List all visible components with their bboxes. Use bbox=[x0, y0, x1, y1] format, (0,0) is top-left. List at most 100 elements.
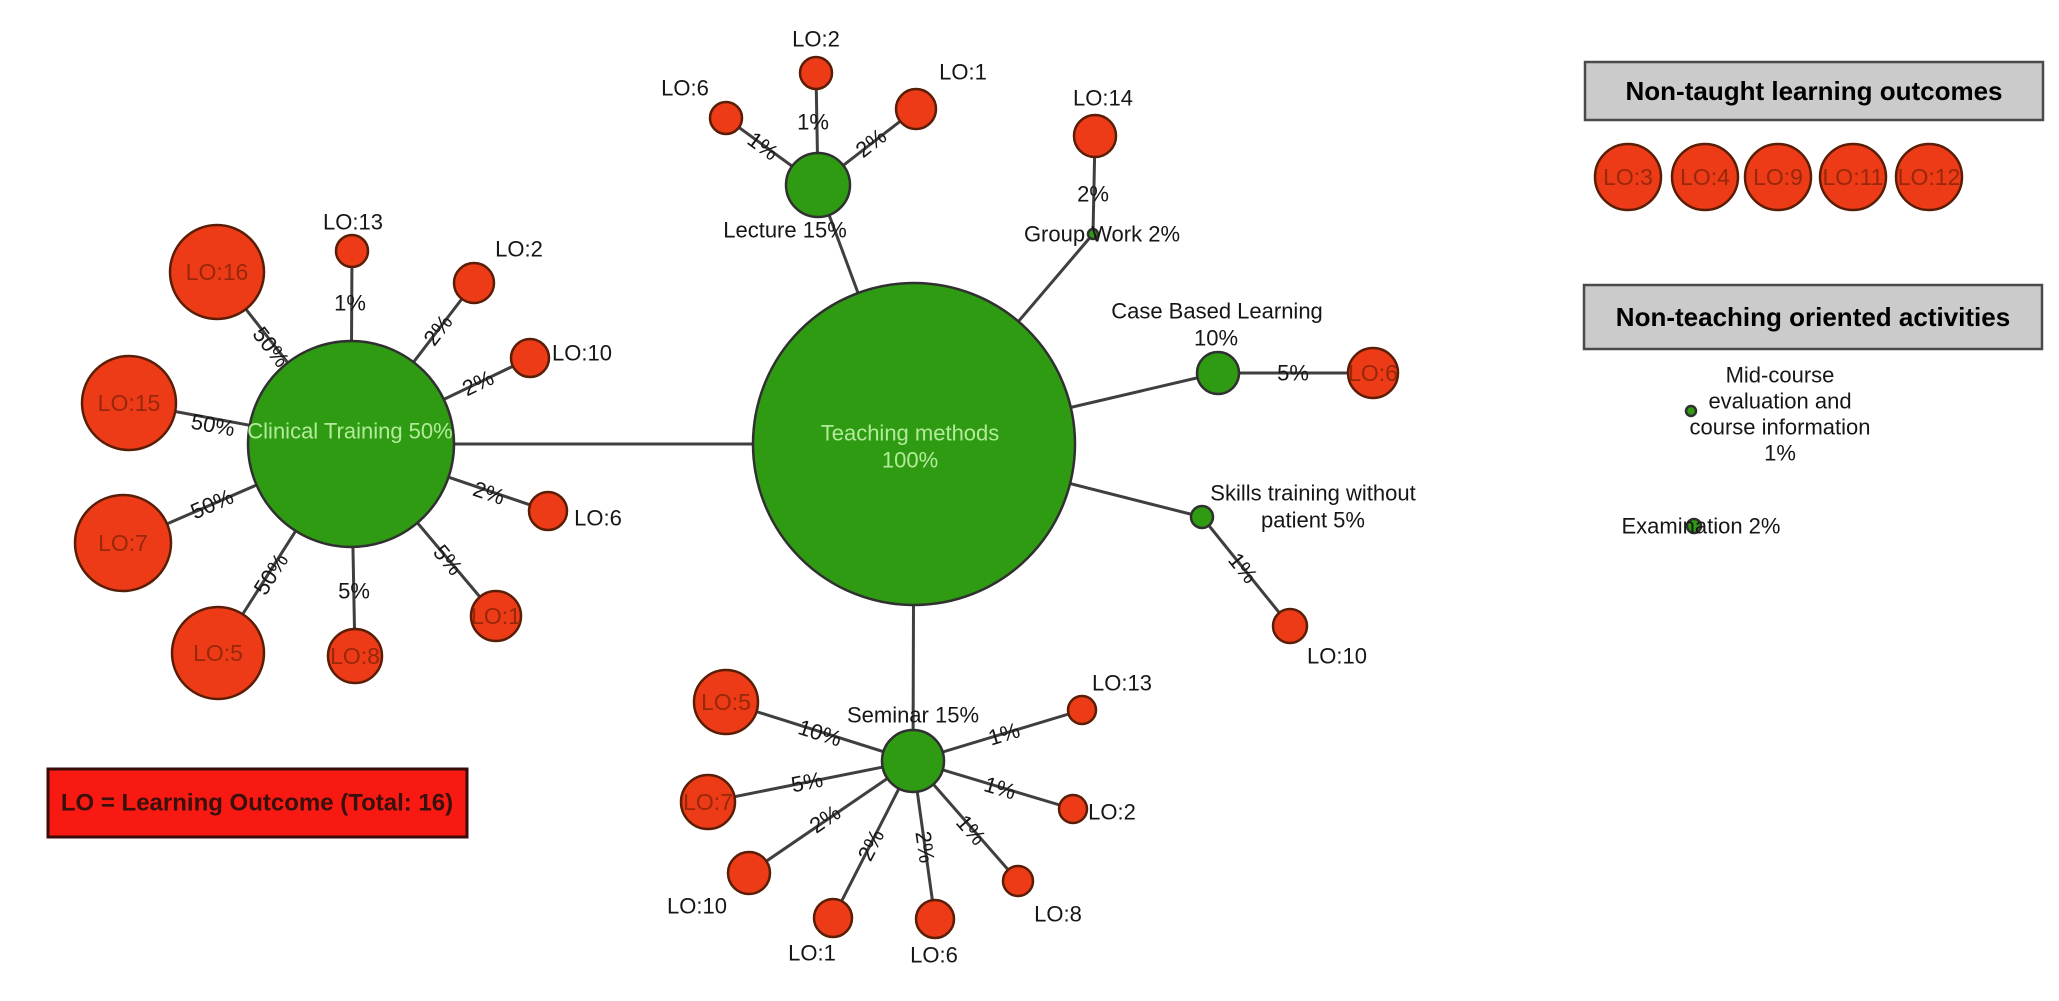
edge-percent-label: 5% bbox=[1277, 361, 1309, 386]
edge-line-11 bbox=[1200, 516, 1292, 627]
outcome-node-clinical-lo2 bbox=[452, 261, 496, 305]
method-label-teaching-methods: 100% bbox=[882, 448, 938, 473]
method-node-group-work bbox=[1086, 227, 1100, 241]
outcome-label-clinical-lo10: LO:10 bbox=[552, 341, 612, 366]
outcome-node-clinical-lo16 bbox=[168, 223, 266, 321]
method-label-case-based-learning: 10% bbox=[1194, 326, 1238, 351]
activity-label-mid-course-evaluation: course information bbox=[1690, 415, 1871, 440]
activity-label-mid-course-evaluation: 1% bbox=[1764, 441, 1796, 466]
method-label-case-based-learning: Case Based Learning bbox=[1111, 299, 1323, 324]
outcome-node-clinical-lo6 bbox=[527, 490, 569, 532]
method-label-skills-training-without-patient: patient 5% bbox=[1261, 508, 1365, 533]
edge-percent-label: 2% bbox=[470, 476, 508, 510]
outcome-label-seminar-lo8: LO:8 bbox=[1034, 902, 1082, 927]
method-label-teaching-methods: Teaching methods bbox=[821, 421, 1000, 446]
edge-percent-label: 5% bbox=[338, 579, 370, 604]
legend-activities-title: Non-teaching oriented activities bbox=[1616, 302, 2010, 332]
edge-percent-label: 2% bbox=[910, 830, 939, 865]
legend-outcome-node-lo-11 bbox=[1818, 142, 1888, 212]
outcome-label-clinical-lo13: LO:13 bbox=[323, 210, 383, 235]
method-label-seminar: Seminar 15% bbox=[847, 703, 979, 728]
outcome-node-seminar-lo13 bbox=[1066, 694, 1098, 726]
outcome-label-clinical-lo5: LO:5 bbox=[193, 640, 243, 666]
method-node-lecture bbox=[784, 151, 852, 219]
edge-percent-label: 1% bbox=[981, 771, 1019, 804]
outcome-label-seminar-lo1: LO:1 bbox=[788, 941, 836, 966]
activity-dot-examination bbox=[1685, 517, 1703, 535]
legend-outcome-node-lo-4 bbox=[1670, 142, 1740, 212]
outcome-node-seminar-lo1 bbox=[812, 897, 854, 939]
legend-non-taught-box bbox=[1583, 60, 2045, 122]
edge-percent-label: 1% bbox=[743, 127, 783, 166]
outcome-node-groupwork-lo14 bbox=[1072, 113, 1118, 159]
edge-percent-label: 10% bbox=[795, 714, 845, 751]
legend-outcome-node-lo-3 bbox=[1593, 142, 1663, 212]
outcome-label-clinical-lo15: LO:15 bbox=[98, 390, 161, 416]
method-label-lecture: Lecture 15% bbox=[723, 218, 847, 243]
legend-outcome-label: LO:4 bbox=[1680, 164, 1730, 190]
outcome-label-lecture-lo1: LO:1 bbox=[939, 60, 987, 85]
edge-percent-label: 50% bbox=[187, 484, 237, 524]
outcome-node-seminar-lo5 bbox=[692, 668, 760, 736]
method-label-skills-training-without-patient: Skills training without bbox=[1210, 481, 1415, 506]
outcome-node-seminar-lo8 bbox=[1001, 864, 1035, 898]
edge-percent-label: 2% bbox=[458, 365, 497, 401]
method-node-clinical-training bbox=[246, 339, 456, 549]
method-label-clinical-training: Clinical Training 50% bbox=[247, 419, 452, 444]
outcome-label-seminar-lo2: LO:2 bbox=[1088, 800, 1136, 825]
outcome-label-clinical-lo8: LO:8 bbox=[330, 643, 380, 669]
outcome-label-skills-lo10: LO:10 bbox=[1307, 644, 1367, 669]
outcome-node-clinical-lo8 bbox=[326, 627, 384, 685]
outcome-label-lecture-lo6: LO:6 bbox=[661, 76, 709, 101]
method-node-seminar bbox=[880, 728, 946, 794]
legend-activities-box bbox=[1582, 283, 2044, 351]
outcome-node-clinical-lo13 bbox=[334, 233, 370, 269]
edge-percent-label: 2% bbox=[1077, 182, 1109, 207]
outcome-label-seminar-lo5: LO:5 bbox=[701, 689, 751, 715]
activity-label-mid-course-evaluation: evaluation and bbox=[1708, 389, 1851, 414]
outcome-node-clinical-lo1 bbox=[469, 589, 523, 643]
legend-outcome-label: LO:12 bbox=[1898, 164, 1961, 190]
outcome-label-lecture-lo2: LO:2 bbox=[792, 27, 840, 52]
outcome-label-clinical-lo1: LO:1 bbox=[471, 603, 521, 629]
outcome-label-case-lo6: LO:6 bbox=[1348, 360, 1398, 386]
note-box bbox=[46, 767, 469, 839]
legend-outcome-node-lo-9 bbox=[1743, 142, 1813, 212]
edge-percent-label: 1% bbox=[1223, 548, 1262, 588]
outcome-node-clinical-lo10 bbox=[509, 337, 551, 379]
outcome-node-clinical-lo5 bbox=[170, 605, 266, 701]
method-node-case-based-learning bbox=[1195, 350, 1241, 396]
outcome-node-seminar-lo10 bbox=[726, 850, 772, 896]
activity-label-examination: Examination 2% bbox=[1622, 514, 1781, 539]
outcome-label-clinical-lo16: LO:16 bbox=[186, 259, 249, 285]
outcome-node-skills-lo10 bbox=[1271, 607, 1309, 645]
legend-outcome-label: LO:11 bbox=[1823, 164, 1884, 190]
outcome-node-seminar-lo2 bbox=[1057, 793, 1089, 825]
outcome-node-clinical-lo15 bbox=[80, 354, 178, 452]
legend-outcome-label: LO:9 bbox=[1753, 164, 1803, 190]
method-node-skills-training-without-patient bbox=[1189, 504, 1215, 530]
legend-outcome-label: LO:3 bbox=[1603, 164, 1653, 190]
edge-percent-label: 1% bbox=[797, 110, 829, 135]
edge-percent-label: 5% bbox=[789, 767, 825, 798]
edge-line-14 bbox=[748, 759, 914, 875]
outcome-node-lecture-lo1 bbox=[894, 87, 938, 131]
outcome-label-seminar-lo7: LO:7 bbox=[683, 789, 733, 815]
outcome-node-clinical-lo7 bbox=[73, 493, 173, 593]
note-text: LO = Learning Outcome (Total: 16) bbox=[61, 790, 453, 817]
method-label-group-work: Group Work 2% bbox=[1024, 222, 1180, 247]
outcome-node-lecture-lo2 bbox=[798, 55, 834, 91]
outcome-node-case-lo6 bbox=[1346, 346, 1400, 400]
outcome-node-seminar-lo6 bbox=[914, 898, 956, 940]
outcome-node-lecture-lo6 bbox=[708, 100, 744, 136]
edge-percent-label: 2% bbox=[418, 310, 457, 350]
outcome-label-clinical-lo6: LO:6 bbox=[574, 506, 622, 531]
legend-non-taught-title: Non-taught learning outcomes bbox=[1626, 76, 2003, 106]
edge-percent-label: 2% bbox=[853, 825, 890, 865]
outcome-label-seminar-lo10: LO:10 bbox=[667, 894, 727, 919]
activity-dot-mid-course-evaluation bbox=[1684, 404, 1698, 418]
edge-line-13 bbox=[707, 759, 914, 804]
legend-outcome-node-lo-12 bbox=[1894, 142, 1964, 212]
